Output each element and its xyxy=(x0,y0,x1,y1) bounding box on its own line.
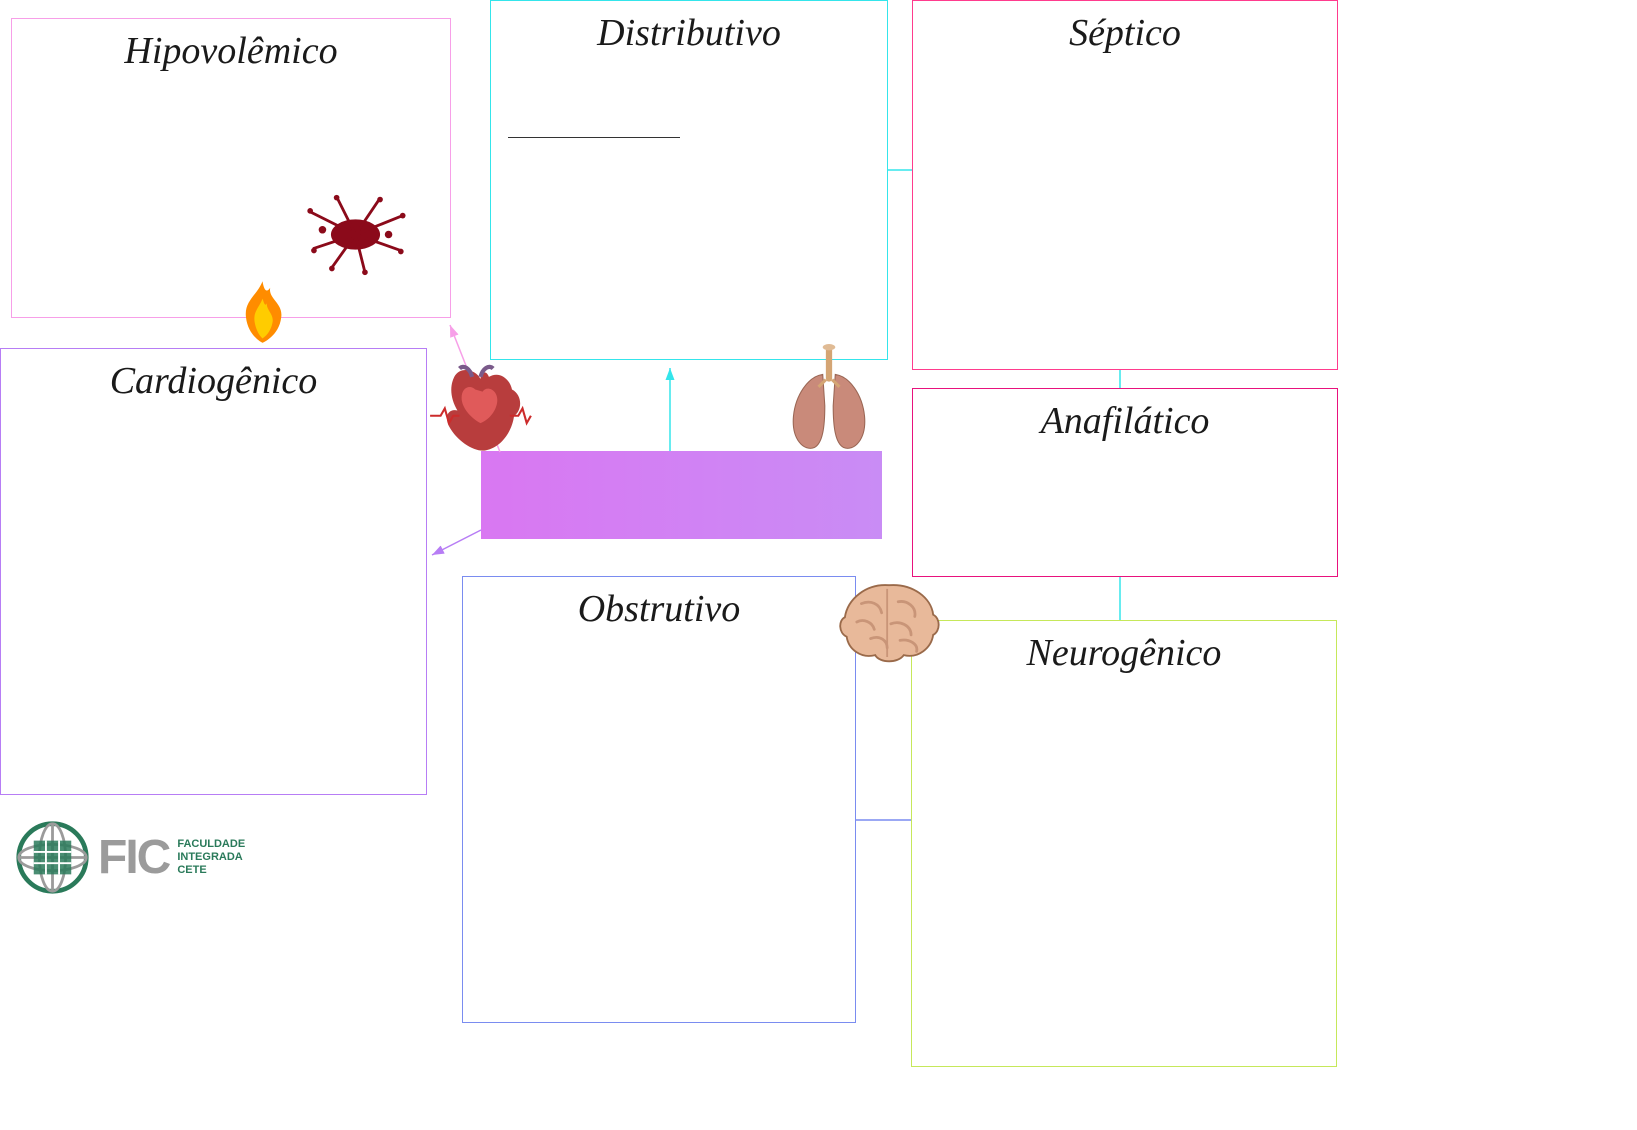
logo-sub-line: FACULDADE xyxy=(177,838,245,851)
logo-sub-line: CETE xyxy=(177,864,245,877)
heart-icon xyxy=(428,358,533,463)
brain-icon xyxy=(833,576,945,668)
blood-splatter-icon xyxy=(298,192,413,277)
logo-sub-text: FACULDADE INTEGRADA CETE xyxy=(177,838,245,878)
logo-sub-line: INTEGRADA xyxy=(177,851,245,864)
globe-icon xyxy=(15,820,90,895)
lungs-icon xyxy=(775,343,883,458)
connector-central-hipovolemico xyxy=(0,0,1637,1130)
logo: FIC FACULDADE INTEGRADA CETE xyxy=(15,820,245,895)
logo-main-text: FIC xyxy=(98,830,169,885)
fire-icon xyxy=(235,278,290,346)
